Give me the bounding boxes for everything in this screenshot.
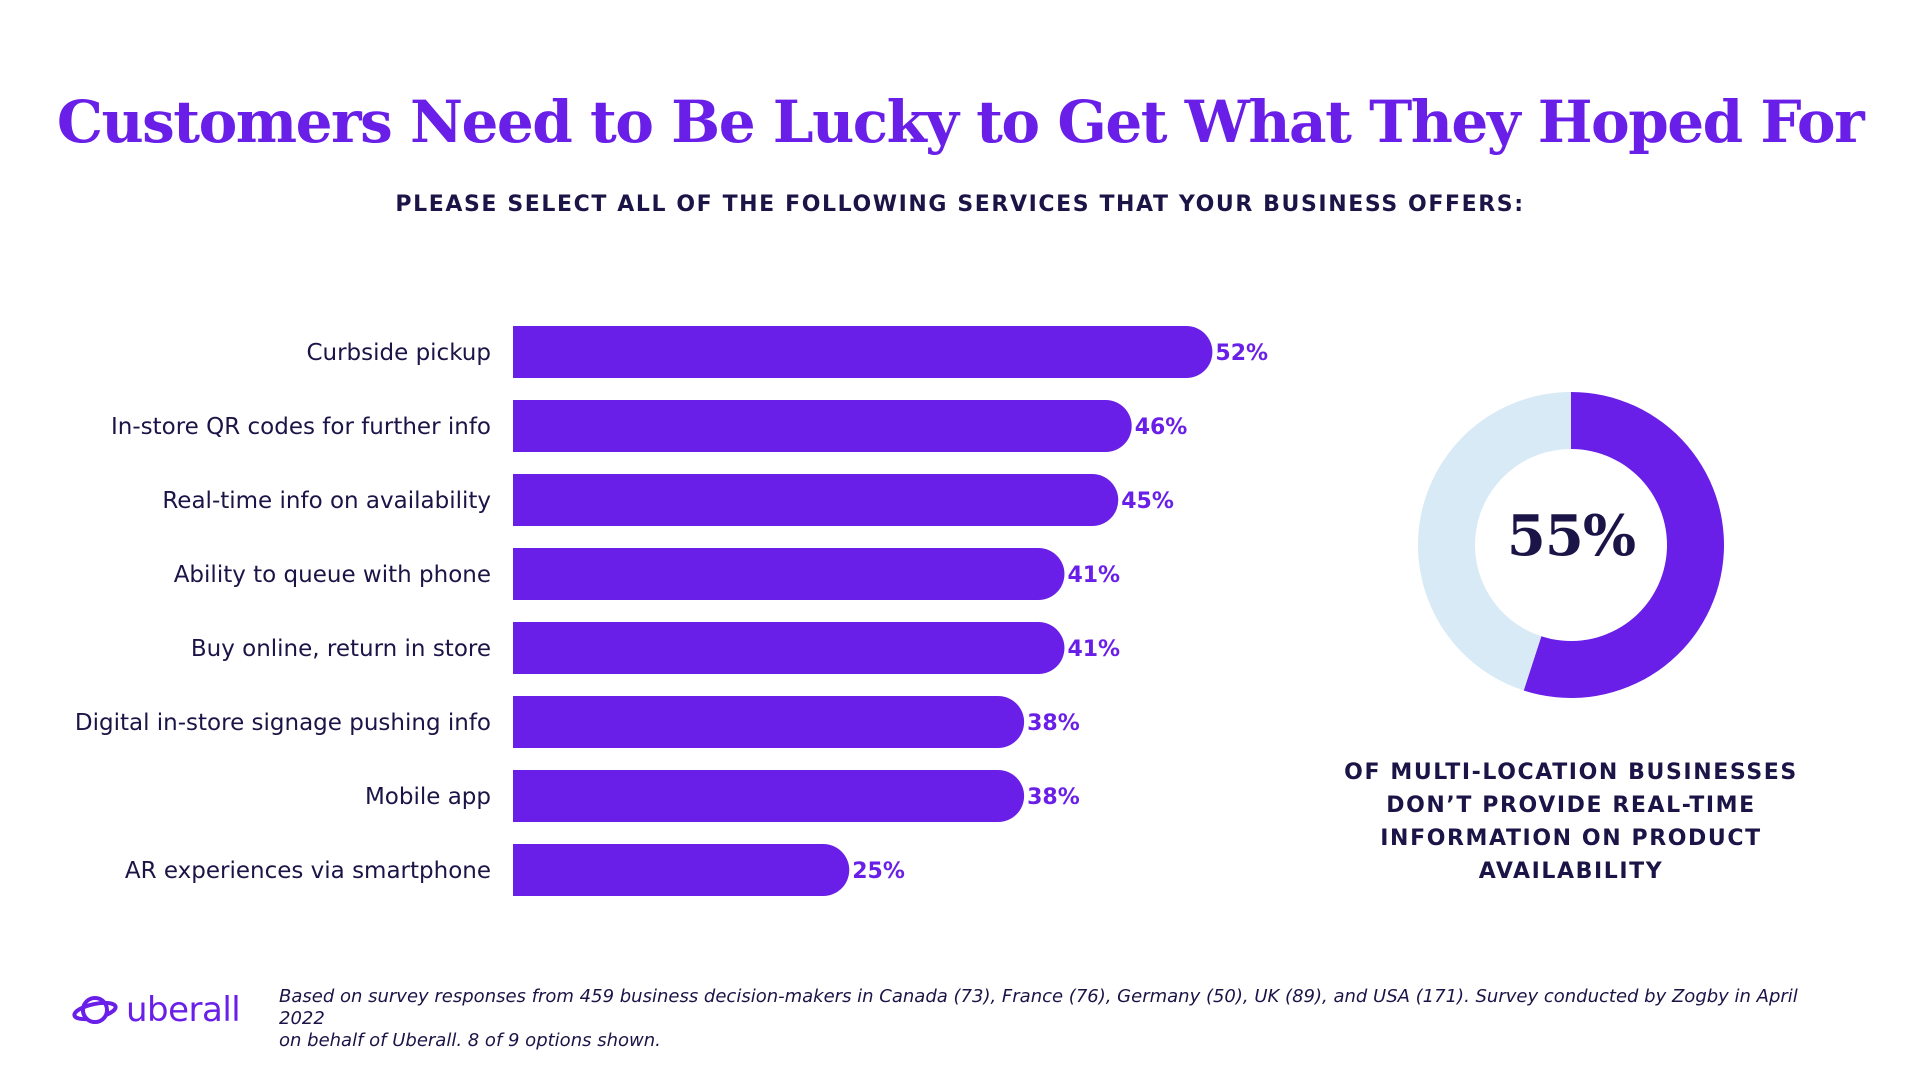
bar-category-label: Real-time info on availability xyxy=(162,488,491,514)
bar-value-label: 38% xyxy=(1027,785,1080,810)
bar-1 xyxy=(513,326,1213,378)
bar-5 xyxy=(513,622,1065,674)
donut-caption: OF MULTI-LOCATION BUSINESSES DON’T PROVI… xyxy=(1330,756,1812,888)
services-bar-chart: Curbside pickup 52% In-store QR codes for … xyxy=(75,326,1268,896)
bar-value-label: 38% xyxy=(1027,711,1080,736)
donut-caption-line: AVAILABILITY xyxy=(1478,859,1664,884)
bar-category-label: Digital in-store signage pushing info xyxy=(75,710,491,736)
page-title: Customers Need to Be Lucky to Get What T… xyxy=(56,88,1865,156)
bar-category-label: Curbside pickup xyxy=(306,340,491,366)
bar-4 xyxy=(513,548,1065,600)
donut-caption-line: OF MULTI-LOCATION BUSINESSES xyxy=(1344,760,1798,785)
bar-value-label: 46% xyxy=(1135,415,1188,440)
bar-value-label: 52% xyxy=(1215,341,1268,366)
bar-category-label: Mobile app xyxy=(365,784,491,810)
bar-6 xyxy=(513,696,1025,748)
uberall-logo: uberall xyxy=(72,990,241,1030)
bar-value-label: 41% xyxy=(1067,637,1120,662)
footnote: Based on survey responses from 459 busin… xyxy=(279,986,1839,1052)
bar-3 xyxy=(513,474,1119,526)
logo-wordmark: uberall xyxy=(126,990,241,1030)
bar-value-label: 45% xyxy=(1121,489,1174,514)
bar-category-label: In-store QR codes for further info xyxy=(111,414,491,440)
availability-donut-chart xyxy=(1417,392,1724,698)
survey-question: PLEASE SELECT ALL OF THE FOLLOWING SERVI… xyxy=(395,192,1525,217)
donut-caption-line: INFORMATION ON PRODUCT xyxy=(1380,826,1762,851)
bar-value-label: 25% xyxy=(852,859,905,884)
bar-category-label: AR experiences via smartphone xyxy=(125,858,491,884)
bar-7 xyxy=(513,770,1025,822)
bar-2 xyxy=(513,400,1132,452)
donut-slice-remainder xyxy=(1417,392,1571,691)
footnote-line: on behalf of Uberall. 8 of 9 options sho… xyxy=(279,1030,661,1051)
donut-slice-highlight xyxy=(1523,392,1724,698)
bar-category-label: Ability to queue with phone xyxy=(174,562,491,588)
donut-center-value: 55% xyxy=(1506,503,1636,569)
footnote-line: Based on survey responses from 459 busin… xyxy=(279,986,1798,1029)
planet-icon xyxy=(72,996,118,1024)
donut-caption-line: DON’T PROVIDE REAL-TIME xyxy=(1386,793,1756,818)
bar-category-label: Buy online, return in store xyxy=(191,636,491,662)
bar-value-label: 41% xyxy=(1067,563,1120,588)
bar-8 xyxy=(513,844,850,896)
